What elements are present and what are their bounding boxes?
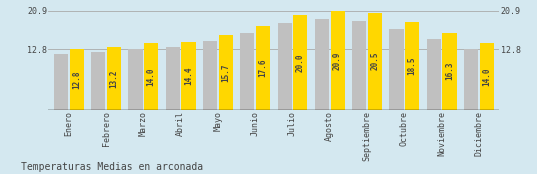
Bar xyxy=(368,13,382,110)
Text: 20.5: 20.5 xyxy=(371,52,380,70)
Text: 16.3: 16.3 xyxy=(445,62,454,80)
Bar xyxy=(352,21,366,110)
Bar xyxy=(166,47,180,110)
Bar xyxy=(293,15,307,110)
Bar xyxy=(70,49,84,110)
Bar xyxy=(91,52,105,110)
Bar xyxy=(128,49,143,110)
Text: 20.0: 20.0 xyxy=(296,53,305,72)
Bar xyxy=(442,33,456,110)
Bar xyxy=(144,44,158,110)
Bar xyxy=(182,42,195,110)
Bar xyxy=(405,22,419,110)
Text: 20.9: 20.9 xyxy=(333,51,342,70)
Bar xyxy=(219,35,233,110)
Bar xyxy=(389,29,404,110)
Text: 14.0: 14.0 xyxy=(482,67,491,86)
Text: 14.4: 14.4 xyxy=(184,66,193,85)
Text: 15.7: 15.7 xyxy=(221,63,230,82)
Text: Temperaturas Medias en arconada: Temperaturas Medias en arconada xyxy=(21,162,204,172)
Bar xyxy=(480,44,494,110)
Bar xyxy=(278,23,292,110)
Text: 14.0: 14.0 xyxy=(147,67,156,86)
Bar xyxy=(427,39,441,110)
Bar xyxy=(315,19,329,110)
Bar xyxy=(107,47,121,110)
Text: 13.2: 13.2 xyxy=(110,69,119,88)
Bar xyxy=(464,49,478,110)
Bar xyxy=(54,54,68,110)
Bar xyxy=(331,11,345,110)
Text: 17.6: 17.6 xyxy=(258,59,267,77)
Bar xyxy=(256,26,270,110)
Bar xyxy=(203,41,217,110)
Text: 18.5: 18.5 xyxy=(408,57,417,75)
Text: 12.8: 12.8 xyxy=(72,70,81,89)
Bar xyxy=(241,33,255,110)
